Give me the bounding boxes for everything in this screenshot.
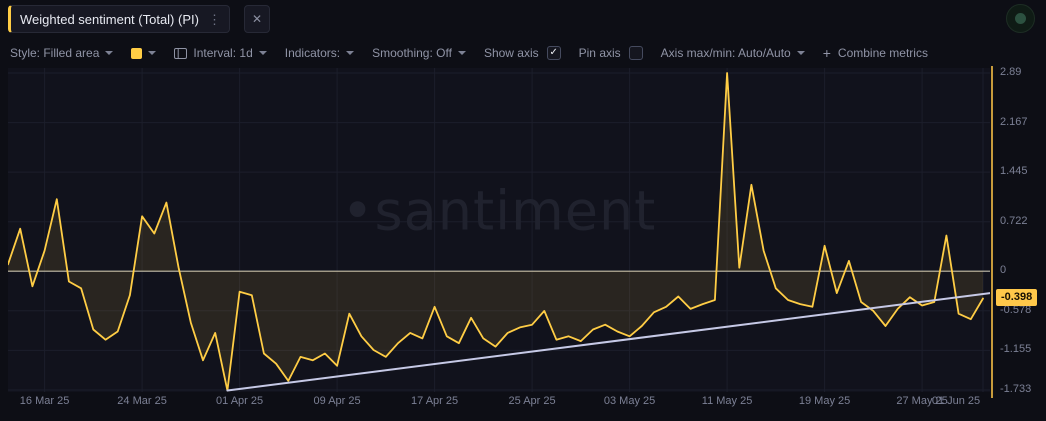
pin-axis-label: Pin axis <box>578 46 621 60</box>
smoothing-dropdown[interactable]: Smoothing: Off <box>372 46 466 60</box>
smoothing-label: Smoothing: Off <box>372 46 452 60</box>
style-dropdown[interactable]: Style: Filled area <box>10 46 114 60</box>
plus-icon: + <box>822 45 831 61</box>
metric-tab[interactable]: Weighted sentiment (Total) (PI) ⋮ <box>8 5 230 33</box>
style-label: Style: Filled area <box>10 46 100 60</box>
indicators-dropdown[interactable]: Indicators: <box>284 46 355 60</box>
y-axis-label: 2.89 <box>1000 66 1022 78</box>
interval-icon <box>174 47 188 60</box>
topbar: Weighted sentiment (Total) (PI) ⋮ ✕ <box>0 0 1046 36</box>
y-axis-label: -0.578 <box>1000 303 1032 316</box>
y-axis-label: -1.155 <box>1000 343 1032 356</box>
combine-metrics-button[interactable]: + Combine metrics <box>823 45 928 61</box>
x-axis-label: 09 Apr 25 <box>313 395 361 407</box>
y-axis-label: 1.445 <box>1000 165 1028 178</box>
chart-area[interactable]: •santiment <box>7 68 991 392</box>
interval-label: Interval: 1d <box>193 46 253 60</box>
show-axis-toggle[interactable]: Show axis ✓ <box>484 46 561 60</box>
x-axis: 16 Mar 25 24 Mar 25 01 Apr 25 09 Apr 25 17 A… <box>8 395 990 413</box>
indicators-label: Indicators: <box>284 46 341 60</box>
x-axis-label: 17 Apr 25 <box>411 395 459 407</box>
x-axis-label: 01 Apr 25 <box>216 395 264 407</box>
x-axis-label: 03 May 25 <box>603 395 656 407</box>
chevron-down-icon <box>457 51 466 55</box>
y-axis-label: 2.167 <box>1000 115 1028 128</box>
check-icon: ✓ <box>549 47 558 58</box>
x-axis-label: 27 May 25 <box>896 395 948 407</box>
y-axis: 2.89 2.167 1.445 0.722 0 -0.578 -1.155 -1.733 <box>998 66 1044 398</box>
axis-maxmin-label: Axis max/min: Auto/Auto <box>660 46 791 60</box>
interval-dropdown[interactable]: Interval: 1d <box>174 46 267 60</box>
corner-widget-icon[interactable] <box>1006 4 1035 33</box>
chevron-down-icon <box>258 51 267 55</box>
pin-axis-checkbox[interactable] <box>628 46 643 60</box>
x-axis-label: 24 Mar 25 <box>117 395 167 407</box>
current-value-badge: -0.398 <box>996 289 1038 306</box>
metric-color-swatch <box>131 47 143 59</box>
close-tab-button[interactable]: ✕ <box>244 5 270 33</box>
chevron-down-icon <box>796 51 805 55</box>
x-axis-label: 11 May 25 <box>701 395 753 407</box>
x-axis-label: 01 Jun 25 <box>931 395 981 407</box>
y-axis-label: 0 <box>1000 264 1007 277</box>
show-axis-label: Show axis <box>483 46 539 60</box>
combine-metrics-label: Combine metrics <box>837 46 928 60</box>
show-axis-checkbox[interactable]: ✓ <box>546 46 561 60</box>
chevron-down-icon <box>148 51 157 55</box>
y-axis-label: -1.733 <box>1000 383 1032 395</box>
color-swatch-dropdown[interactable] <box>131 47 157 59</box>
sentiment-chart[interactable] <box>7 68 991 392</box>
x-axis-label: 25 Apr 25 <box>508 395 556 407</box>
x-axis-label: 16 Mar 25 <box>19 395 70 407</box>
y-axis-label: 0.722 <box>1000 214 1028 227</box>
metric-tab-label: Weighted sentiment (Total) (PI) <box>20 11 199 27</box>
axis-maxmin-dropdown[interactable]: Axis max/min: Auto/Auto <box>661 46 805 60</box>
chevron-down-icon <box>346 51 355 55</box>
logo-dot-icon <box>1015 13 1026 24</box>
pin-axis-toggle[interactable]: Pin axis <box>579 46 643 60</box>
x-axis-label: 19 May 25 <box>798 395 851 407</box>
chevron-down-icon <box>105 51 114 55</box>
chart-toolbar: Style: Filled area Interval: 1d Indicato… <box>0 40 1006 66</box>
kebab-menu-icon[interactable]: ⋮ <box>207 11 221 27</box>
y-axis-line <box>991 66 993 398</box>
